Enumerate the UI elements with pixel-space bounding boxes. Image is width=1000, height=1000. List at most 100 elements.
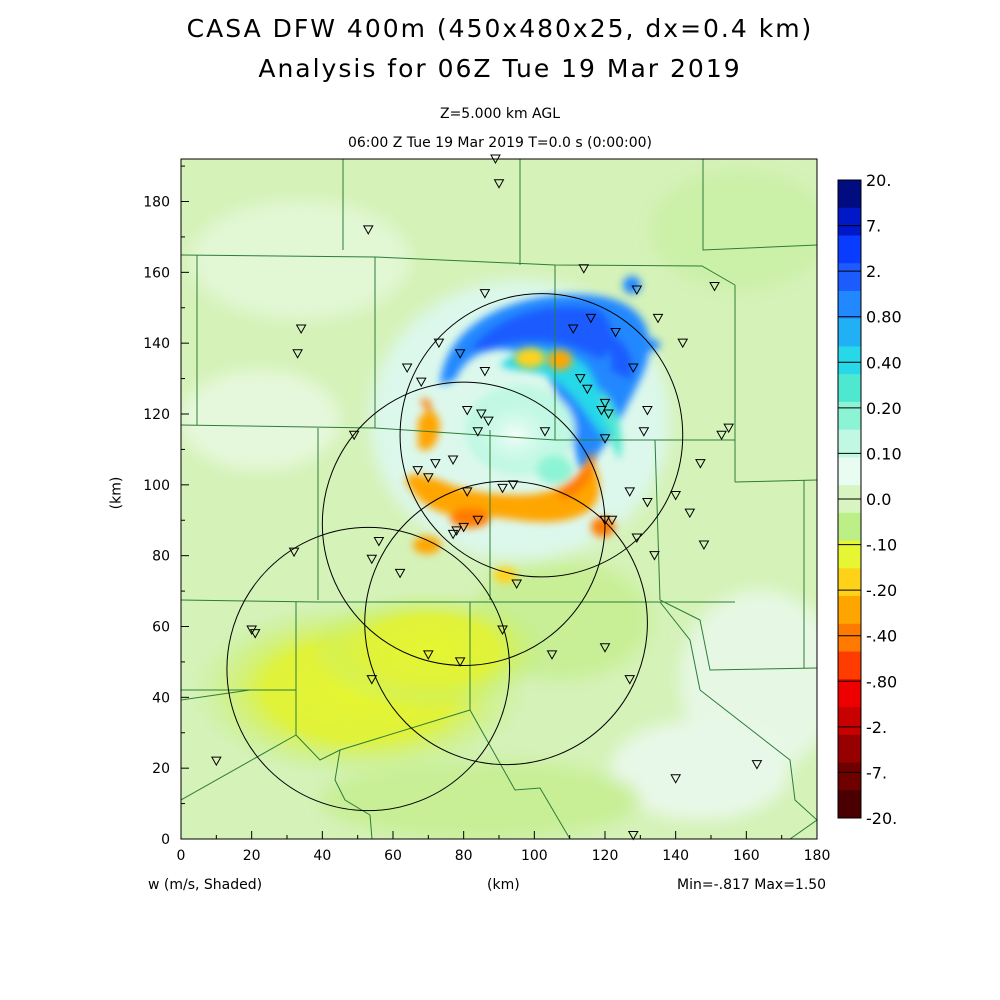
colorbar-label: -7. — [866, 763, 887, 782]
colorbar-label: 2. — [866, 262, 881, 281]
station-marker — [479, 289, 491, 299]
station-marker — [458, 522, 470, 533]
colorbar-label: -.20 — [866, 581, 897, 600]
station-marker — [627, 363, 639, 373]
station-marker — [497, 625, 508, 636]
colorbar-swatch — [838, 290, 861, 320]
station-marker — [454, 657, 466, 667]
station-marker — [461, 487, 473, 497]
colorbar-label: 20. — [866, 171, 891, 190]
colorbar-swatch — [838, 679, 861, 708]
colorbar-swatch — [838, 734, 861, 764]
station-marker — [585, 313, 597, 324]
station-marker — [578, 264, 590, 274]
station-marker — [599, 515, 611, 526]
y-tick-label: 0 — [161, 832, 170, 848]
station-marker — [447, 529, 459, 540]
station-marker — [574, 374, 586, 384]
station-marker — [472, 515, 484, 526]
station-marker — [638, 427, 650, 437]
colorbar-swatch — [838, 762, 861, 791]
station-marker — [366, 675, 378, 685]
station-marker — [610, 328, 621, 338]
colorbar-swatch — [838, 623, 861, 653]
station-marker — [348, 430, 360, 441]
station-marker — [624, 675, 636, 685]
station-marker — [412, 466, 424, 476]
shaded-w-field — [181, 159, 817, 839]
y-tick-label: 20 — [152, 761, 170, 777]
y-tick-label: 120 — [143, 407, 170, 423]
station-marker — [567, 324, 579, 335]
y-tick-label: 80 — [152, 549, 170, 565]
station-marker — [366, 554, 378, 565]
chart-title-line1: CASA DFW 400m (450x480x25, dx=0.4 km) — [186, 14, 814, 43]
station-marker — [511, 579, 523, 590]
station-marker — [631, 533, 643, 543]
station-marker — [479, 367, 491, 377]
station-marker — [249, 629, 261, 639]
colorbar-swatch — [838, 401, 861, 431]
station-marker — [210, 756, 222, 767]
station-marker — [698, 540, 710, 551]
station-marker — [394, 568, 406, 579]
station-marker — [670, 490, 682, 501]
station-marker — [288, 547, 300, 558]
colorbar-label: 0.0 — [866, 490, 891, 509]
station-marker — [362, 225, 374, 235]
colorbar: 20. 7. 2. 0.80 0.40 0.20 0.10 0.0 -.10 -.20 -.40 -.… — [837, 171, 902, 828]
colorbar-swatch — [838, 207, 861, 236]
colorbar-label: 7. — [866, 217, 881, 236]
x-tick-label: 20 — [243, 848, 261, 864]
station-markers — [210, 154, 763, 841]
x-tick-label: 100 — [521, 848, 548, 864]
station-marker — [433, 338, 445, 349]
station-marker — [599, 398, 611, 409]
x-tick-label: 140 — [662, 848, 689, 864]
station-marker — [652, 313, 664, 324]
y-tick-label: 40 — [152, 690, 170, 706]
x-tick-label: 0 — [177, 848, 186, 864]
colorbar-swatch — [838, 790, 861, 819]
station-marker — [677, 338, 689, 349]
y-tick-label: 140 — [143, 336, 170, 352]
station-marker — [454, 349, 466, 359]
radar-ring — [364, 480, 648, 766]
station-marker — [493, 179, 505, 189]
station-marker — [716, 430, 727, 441]
station-marker — [596, 405, 607, 416]
colorbar-label: 0.80 — [866, 308, 902, 327]
station-marker — [475, 409, 487, 420]
station-marker — [624, 487, 636, 497]
station-marker — [539, 427, 551, 437]
level-label: Z=5.000 km AGL — [439, 106, 561, 122]
colorbar-swatch — [838, 429, 861, 458]
field-label: w (m/s, Shaded) — [148, 877, 263, 893]
station-marker — [422, 650, 434, 660]
x-tick-label: 60 — [384, 848, 402, 864]
station-marker — [627, 830, 639, 841]
station-marker — [415, 377, 427, 388]
station-marker — [631, 285, 643, 296]
time-label: 06:00 Z Tue 19 Mar 2019 T=0.0 s (0:00:00… — [347, 135, 653, 151]
colorbar-label: -2. — [866, 718, 887, 737]
colorbar-swatch — [838, 180, 861, 209]
colorbar-swatch — [838, 235, 861, 264]
y-axis-label: (km) — [108, 476, 125, 510]
colorbar-label: 0.40 — [866, 353, 902, 372]
station-marker — [751, 760, 763, 770]
x-tick-label: 80 — [455, 848, 473, 864]
station-marker — [723, 423, 735, 434]
colorbar-label: 0.10 — [866, 444, 902, 463]
station-marker — [507, 480, 519, 490]
y-tick-label: 100 — [143, 478, 170, 494]
colorbar-label: -.40 — [866, 627, 897, 646]
colorbar-swatch — [838, 346, 861, 375]
y-axis: 0 20 40 60 80 100 120 140 160 180 — [143, 165, 189, 848]
station-marker — [295, 324, 307, 335]
y-tick-label: 60 — [152, 620, 170, 636]
station-marker — [401, 363, 413, 373]
x-tick-label: 40 — [313, 848, 331, 864]
x-tick-label: 120 — [592, 848, 619, 864]
